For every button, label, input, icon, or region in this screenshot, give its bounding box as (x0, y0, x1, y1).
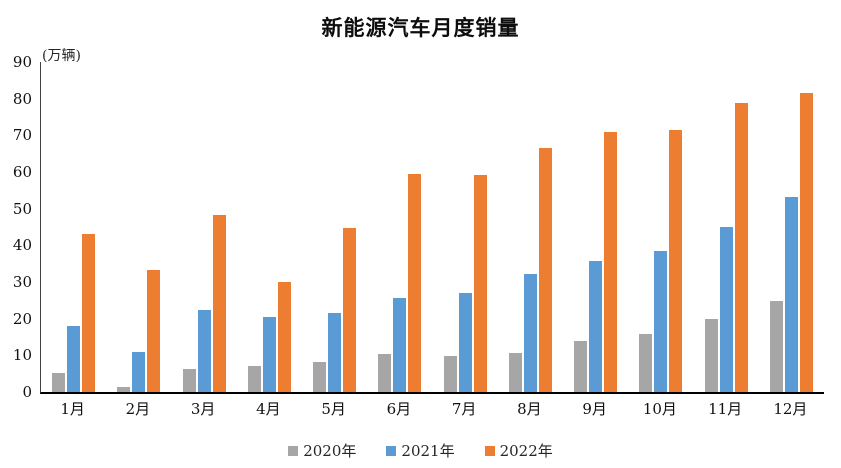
bar-2020-m3 (182, 368, 196, 392)
y-tick-label-80: 80 (12, 89, 32, 108)
x-tick-label-m3: 3月 (190, 400, 216, 418)
x-tick-label-m1: 1月 (60, 400, 85, 418)
bar-group-m5 (302, 62, 367, 392)
bar-2022-m5 (343, 228, 357, 392)
x-tick-label-m10: 10月 (642, 400, 677, 418)
bar-2021-m1 (67, 326, 81, 392)
bar-2020-m4 (247, 365, 261, 392)
legend: 2020年 2021年 2022年 (0, 440, 841, 461)
bar-groups (41, 62, 824, 392)
bar-group-m7 (433, 62, 498, 392)
y-tick-label-10: 10 (12, 346, 32, 365)
legend-label: 2021年 (401, 442, 455, 460)
x-tick-label-m11: 11月 (708, 400, 743, 418)
x-tick-label-m6: 6月 (386, 400, 412, 418)
bar-group-m4 (237, 62, 302, 392)
y-tick-label-20: 20 (12, 309, 32, 328)
bar-2022-m2 (147, 269, 161, 392)
legend-swatch-icon (484, 445, 495, 456)
bar-2021-m4 (262, 316, 276, 392)
bar-2022-m1 (82, 234, 96, 392)
legend-item-2022: 2022年 (484, 440, 553, 461)
bar-2020-m2 (117, 386, 131, 392)
y-tick-label-30: 30 (12, 273, 32, 291)
legend-label: 2022年 (499, 442, 553, 460)
x-tick-label-m4: 4月 (256, 400, 281, 418)
bar-2021-m7 (458, 292, 472, 392)
bar-group-m8 (498, 62, 563, 392)
y-tick-label-60: 60 (12, 163, 32, 181)
x-tick-label-m7: 7月 (451, 400, 477, 418)
bar-2021-m3 (197, 309, 211, 392)
x-axis-labels: 1月 2月 3月 4月 5月 6月 7月 8月 9月 10月 11月 12月 (40, 398, 823, 419)
bar-2021-m11 (719, 227, 733, 392)
x-tick-label-m9: 9月 (582, 400, 607, 418)
bar-group-m3 (172, 62, 237, 392)
bar-group-m10 (628, 62, 693, 392)
y-tick-label-0: 0 (22, 383, 32, 401)
bar-2020-m6 (378, 353, 392, 392)
bar-2022-m6 (408, 173, 422, 392)
bar-group-m12 (759, 62, 824, 392)
bar-2020-m10 (639, 333, 653, 392)
bar-2020-m11 (704, 318, 718, 392)
bar-group-m1 (41, 62, 106, 392)
y-axis-unit-label: (万辆) (42, 48, 81, 64)
bar-2022-m10 (669, 130, 683, 392)
bar-2020-m1 (52, 372, 66, 392)
bar-2022-m3 (212, 214, 226, 392)
legend-swatch-icon (386, 445, 397, 456)
bar-2020-m8 (508, 352, 522, 392)
y-tick-label-40: 40 (12, 236, 32, 255)
y-axis-tick-labels: 0 10 20 30 40 50 60 70 80 90 (0, 54, 34, 400)
bar-2021-m2 (132, 352, 146, 392)
y-tick-label-50: 50 (12, 199, 32, 218)
bar-2021-m12 (784, 196, 798, 392)
bar-2022-m7 (473, 174, 487, 392)
bar-2022-m11 (734, 102, 748, 392)
legend-item-2020: 2020年 (288, 440, 356, 461)
legend-swatch-icon (288, 445, 299, 456)
bar-2020-m5 (313, 362, 327, 392)
x-tick-label-m5: 5月 (321, 400, 346, 418)
bar-group-m2 (106, 62, 171, 392)
bar-2022-m8 (538, 147, 552, 392)
bar-2020-m9 (574, 340, 588, 392)
x-tick-label-m12: 12月 (773, 400, 808, 418)
bar-2021-m6 (393, 297, 407, 392)
y-tick-label-70: 70 (12, 126, 32, 145)
bar-2021-m5 (328, 313, 342, 392)
bar-group-m6 (367, 62, 432, 392)
y-tick-label-90: 90 (12, 53, 32, 71)
bar-2022-m12 (799, 93, 813, 392)
bar-2021-m9 (589, 261, 603, 392)
x-tick-label-m8: 8月 (517, 400, 542, 418)
legend-item-2021: 2021年 (386, 440, 455, 461)
bar-2021-m10 (654, 251, 668, 392)
bar-2022-m9 (604, 132, 618, 392)
x-tick-label-m2: 2月 (125, 400, 151, 418)
legend-label: 2020年 (303, 442, 357, 460)
bar-group-m11 (694, 62, 759, 392)
bar-2020-m7 (443, 356, 457, 392)
bar-2022-m4 (277, 282, 291, 392)
bar-2020-m12 (769, 301, 783, 392)
bar-group-m9 (563, 62, 628, 392)
plot-area (40, 62, 824, 394)
bar-2021-m8 (523, 273, 537, 392)
chart-title: 新能源汽车月度销量 (321, 15, 520, 40)
